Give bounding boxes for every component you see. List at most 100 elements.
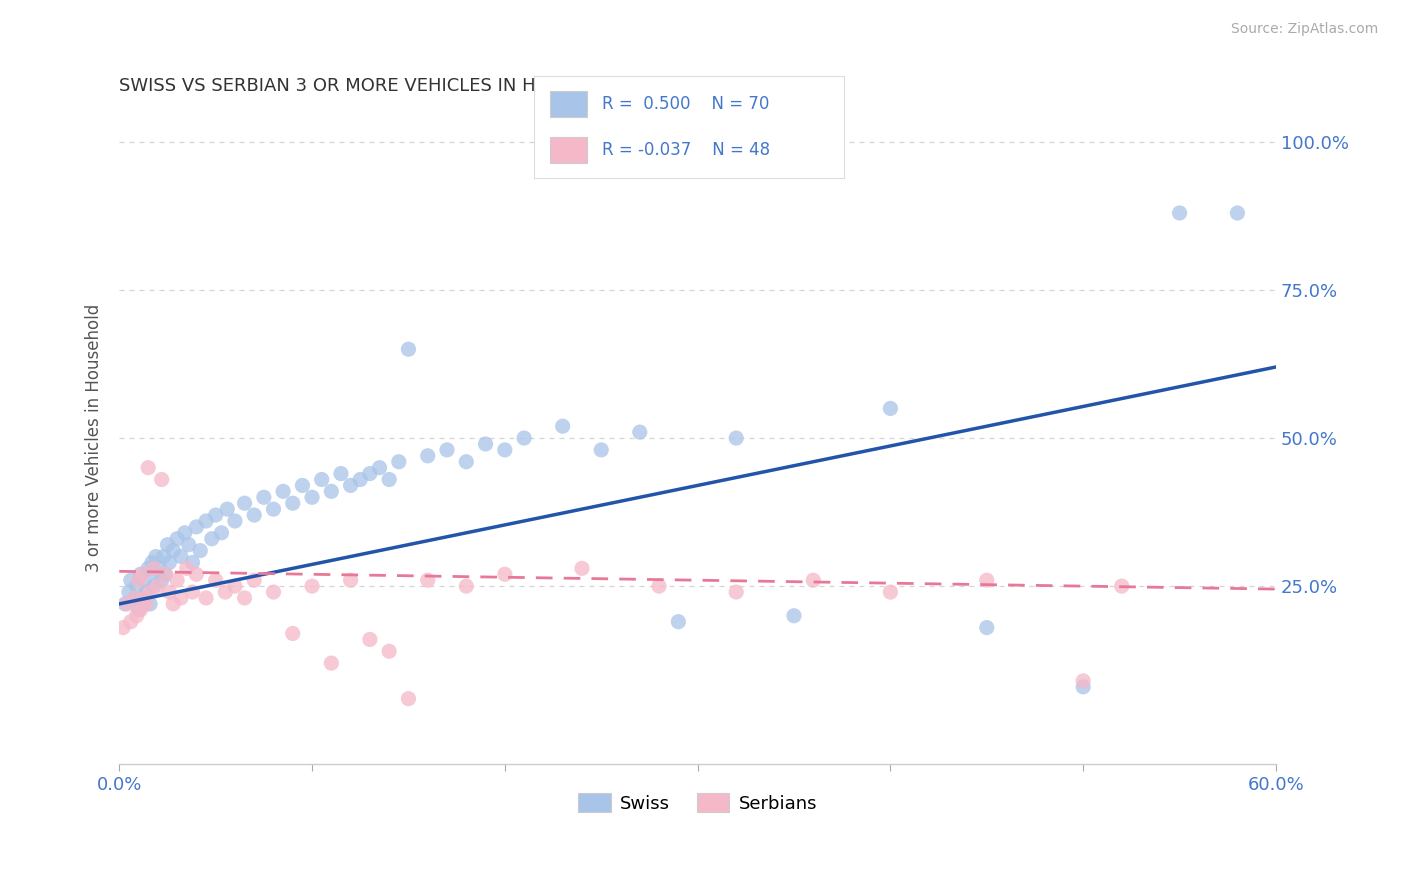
Legend: Swiss, Serbians: Swiss, Serbians (571, 786, 824, 820)
Point (233, 591, 256, 605)
Point (783, 608, 806, 623)
Point (291, 478, 314, 492)
Point (281, 496, 304, 510)
Point (281, 626, 304, 640)
Point (146, 567, 169, 582)
FancyBboxPatch shape (550, 137, 586, 163)
Point (339, 478, 361, 492)
Point (233, 496, 256, 510)
Point (136, 561, 159, 575)
Point (131, 567, 153, 582)
Point (217, 502, 239, 516)
Point (125, 579, 148, 593)
Point (162, 597, 184, 611)
Text: SWISS VS SERBIAN 3 OR MORE VEHICLES IN HOUSEHOLD CORRELATION CHART: SWISS VS SERBIAN 3 OR MORE VEHICLES IN H… (120, 78, 838, 95)
Point (388, 455, 411, 469)
Text: R =  0.500    N = 70: R = 0.500 N = 70 (602, 95, 769, 112)
Point (131, 591, 153, 605)
Point (224, 579, 246, 593)
Point (157, 585, 180, 599)
Point (114, 597, 136, 611)
Point (551, 419, 574, 434)
Point (359, 632, 381, 647)
Point (214, 585, 236, 599)
Point (330, 467, 353, 481)
Point (135, 585, 157, 599)
Point (170, 549, 193, 564)
Point (134, 591, 156, 605)
Point (648, 579, 671, 593)
Point (195, 591, 218, 605)
Point (1226, 206, 1249, 220)
Point (145, 549, 167, 564)
Point (118, 585, 141, 599)
Point (436, 442, 458, 457)
Point (1168, 206, 1191, 220)
Text: Source: ZipAtlas.com: Source: ZipAtlas.com (1230, 22, 1378, 37)
Point (181, 556, 204, 570)
Point (152, 549, 174, 564)
Point (128, 573, 150, 587)
Point (879, 585, 901, 599)
Point (456, 455, 478, 469)
Point (513, 431, 536, 445)
Point (271, 484, 294, 499)
Point (188, 543, 211, 558)
Point (139, 585, 162, 599)
Point (115, 597, 138, 611)
Point (263, 585, 285, 599)
Point (211, 525, 233, 540)
Point (124, 591, 146, 605)
Point (112, 621, 135, 635)
Point (349, 473, 371, 487)
Point (186, 520, 208, 534)
Point (398, 342, 420, 356)
Point (124, 591, 146, 605)
Point (368, 460, 391, 475)
Point (976, 621, 998, 635)
Point (321, 484, 343, 499)
Point (141, 556, 163, 570)
Point (186, 567, 208, 582)
Point (378, 473, 401, 487)
Point (1071, 680, 1094, 694)
Point (801, 573, 824, 587)
Point (134, 573, 156, 587)
Point (181, 585, 204, 599)
Point (456, 579, 478, 593)
Point (243, 508, 266, 522)
Point (201, 532, 224, 546)
Point (176, 561, 198, 575)
Point (162, 543, 184, 558)
Point (143, 561, 166, 575)
Point (398, 691, 420, 706)
Point (128, 603, 150, 617)
Point (125, 608, 148, 623)
Point (135, 597, 157, 611)
Point (301, 490, 323, 504)
Point (378, 644, 401, 658)
Point (725, 431, 748, 445)
Point (120, 615, 142, 629)
Point (204, 508, 226, 522)
Point (150, 573, 173, 587)
Point (155, 567, 177, 582)
Point (1071, 673, 1094, 688)
Point (321, 656, 343, 670)
Point (416, 449, 439, 463)
Point (359, 467, 381, 481)
Point (725, 585, 748, 599)
Y-axis label: 3 or more Vehicles in Household: 3 or more Vehicles in Household (86, 304, 103, 572)
Point (263, 502, 285, 516)
Point (166, 573, 188, 587)
Point (1111, 579, 1133, 593)
Point (173, 525, 195, 540)
Point (204, 573, 226, 587)
Point (339, 573, 361, 587)
Point (129, 567, 152, 582)
Text: R = -0.037    N = 48: R = -0.037 N = 48 (602, 141, 770, 159)
Point (149, 561, 172, 575)
Point (143, 579, 166, 593)
Point (591, 442, 613, 457)
Point (243, 573, 266, 587)
